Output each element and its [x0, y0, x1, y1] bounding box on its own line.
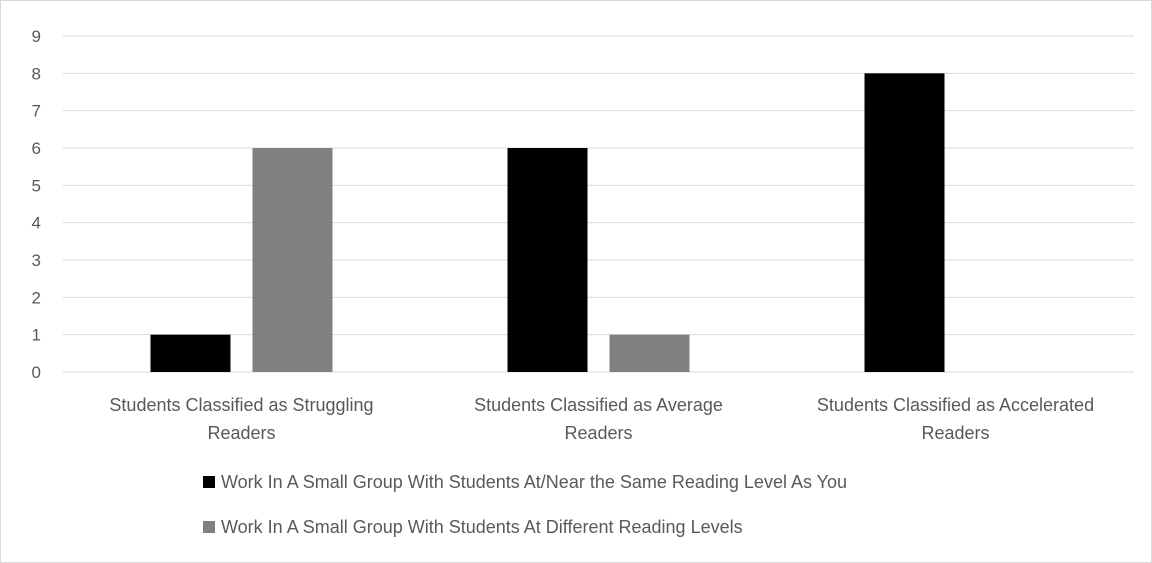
y-tick-label: 6 [32, 139, 41, 158]
y-tick-label: 4 [32, 214, 41, 233]
bar [150, 334, 231, 372]
bar [252, 148, 333, 372]
y-tick-label: 9 [32, 27, 41, 46]
bar [507, 148, 588, 372]
y-tick-label: 7 [32, 102, 41, 121]
legend-entry-label: Work In A Small Group With Students At/N… [221, 472, 847, 492]
legend: Work In A Small Group With Students At/N… [203, 472, 847, 537]
legend-swatch [203, 521, 215, 533]
bar [864, 73, 945, 372]
y-tick-label: 2 [32, 288, 41, 307]
legend-entry-label: Work In A Small Group With Students At D… [221, 517, 743, 537]
legend-swatch [203, 476, 215, 488]
y-tick-label: 1 [32, 326, 41, 345]
y-tick-label: 8 [32, 64, 41, 83]
gridlines [63, 35, 1134, 373]
bar [609, 334, 690, 372]
x-axis-category-labels: Students Classified as Struggling Readers… [109, 395, 1094, 443]
y-tick-label: 3 [32, 251, 41, 270]
x-category-label: Students Classified as Accelerated Reader… [817, 395, 1094, 443]
y-tick-label: 0 [32, 363, 41, 382]
x-category-label: Students Classified as Average Readers [474, 395, 723, 443]
x-category-label: Students Classified as Struggling Readers [109, 395, 373, 443]
bars [150, 73, 945, 372]
y-tick-label: 5 [32, 176, 41, 195]
y-axis-tick-labels: 0 1 2 3 4 5 6 7 8 9 [32, 27, 41, 382]
